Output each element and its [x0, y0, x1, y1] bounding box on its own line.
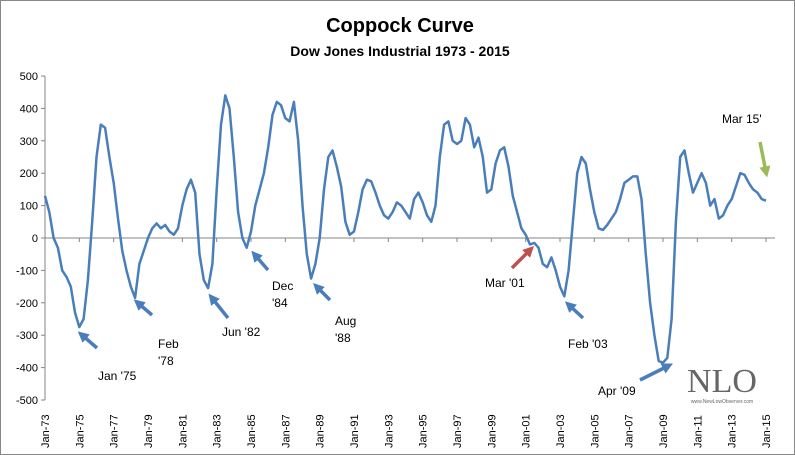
x-tick-label: Jan-01: [521, 414, 533, 448]
annotation: '88: [335, 331, 351, 345]
x-tick-label: Jan-15: [761, 414, 773, 448]
annotation: '78: [158, 354, 174, 368]
x-tick-label: Jan-13: [727, 414, 739, 448]
x-tick-label: Jan-73: [40, 414, 52, 448]
x-tick-label: Jan-79: [143, 414, 155, 448]
annotation: Jan '75: [98, 369, 137, 383]
arrow: [639, 363, 674, 382]
arrow: [510, 246, 534, 270]
annotation: Apr '09: [598, 384, 636, 398]
annotation: '84: [272, 296, 288, 310]
x-tick-label: Jan-77: [109, 414, 121, 448]
y-tick-label: -500: [16, 395, 38, 407]
annotation: Feb: [158, 337, 179, 351]
arrow: [208, 293, 230, 320]
watermark: NLO: [687, 363, 757, 400]
chart-subtitle: Dow Jones Industrial 1973 - 2015: [290, 43, 510, 59]
data-line: [43, 94, 767, 364]
x-tick-label: Jan-95: [418, 414, 430, 448]
annotation: Dec: [272, 279, 293, 293]
annotation: Aug: [335, 314, 356, 328]
x-tick-label: Jan-75: [74, 414, 86, 448]
y-tick-label: -200: [16, 298, 38, 310]
y-tick-label: 200: [20, 168, 38, 180]
x-tick-label: Jan-99: [486, 414, 498, 448]
x-tick-label: Jan-89: [315, 414, 327, 448]
y-tick-label: 0: [32, 233, 38, 245]
arrow: [251, 250, 270, 272]
x-tick-label: Jan-05: [589, 414, 601, 448]
y-tick-label: 300: [20, 136, 38, 148]
arrow: [758, 141, 771, 178]
y-tick-label: 500: [20, 71, 38, 83]
arrow: [133, 299, 154, 317]
watermark-url: www.NewLowObserver.com: [691, 399, 753, 405]
x-tick-label: Jan-81: [177, 414, 189, 448]
arrow: [564, 301, 585, 320]
x-tick-label: Jan-87: [280, 414, 292, 448]
x-tick-label: Jan-85: [246, 414, 258, 448]
x-tick-label: Jan-93: [383, 414, 395, 448]
x-tick-label: Jan-83: [212, 414, 224, 448]
x-tick-label: Jan-07: [624, 414, 636, 448]
x-tick-label: Jan-97: [452, 414, 464, 448]
chart-title: Coppock Curve: [326, 15, 474, 37]
x-tick-label: Jan-91: [349, 414, 361, 448]
annotation: Mar '01: [485, 276, 525, 290]
y-tick-label: -300: [16, 330, 38, 342]
arrow: [313, 283, 332, 302]
y-tick-label: 100: [20, 201, 38, 213]
y-tick-label: -100: [16, 265, 38, 277]
x-tick-label: Jan-09: [658, 414, 670, 448]
annotation: Mar 15': [722, 112, 762, 126]
y-tick-label: 400: [20, 103, 38, 115]
arrow: [77, 331, 99, 350]
annotation: Feb '03: [568, 337, 608, 351]
annotation: Jun '82: [222, 325, 261, 339]
x-tick-label: Jan-03: [555, 414, 567, 448]
y-tick-label: -400: [16, 363, 38, 375]
x-tick-label: Jan-11: [692, 415, 704, 448]
